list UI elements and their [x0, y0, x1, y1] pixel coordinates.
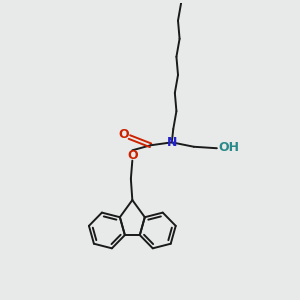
Text: O: O [119, 128, 129, 141]
Text: O: O [127, 149, 138, 162]
Text: N: N [167, 136, 177, 149]
Text: OH: OH [218, 141, 239, 154]
